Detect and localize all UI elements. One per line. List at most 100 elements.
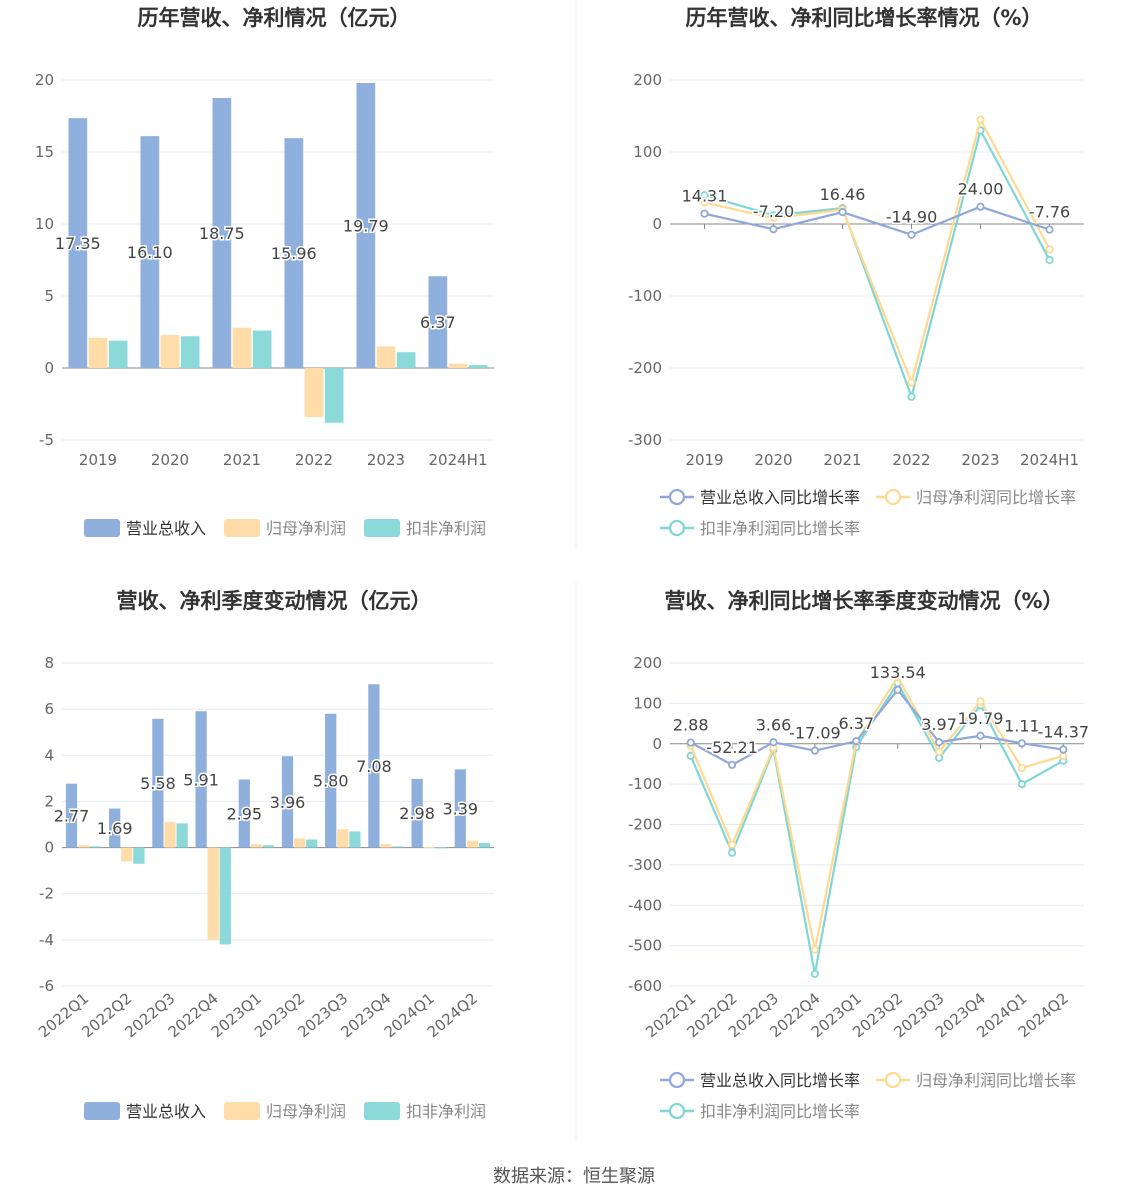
line-point [907, 230, 916, 239]
bar-deducted-profit [468, 365, 488, 368]
bar-net-profit [380, 844, 392, 848]
bar-deducted-profit [176, 823, 188, 848]
bar-data-label: 6.37 [420, 313, 456, 332]
bar-deducted-profit [262, 845, 275, 848]
legend-marker [668, 1071, 686, 1089]
legend-swatch [224, 1102, 260, 1120]
y-tick-label: -6 [39, 977, 54, 995]
line-point [769, 225, 778, 234]
y-tick-label: -300 [628, 431, 662, 449]
x-tick-label: 2024H1 [429, 451, 488, 469]
bar-data-label: 18.75 [199, 224, 245, 243]
line-point [700, 209, 709, 218]
y-tick-label: -200 [628, 359, 662, 377]
bar-net-profit [423, 847, 435, 849]
line-point [976, 697, 985, 706]
bar-revenue [212, 98, 232, 368]
x-tick-label: 2022 [295, 451, 333, 469]
legend: 营业总收入 归母净利润 扣非净利润 [84, 519, 486, 538]
y-tick-label: -100 [628, 775, 662, 793]
bar-net-profit [121, 847, 133, 862]
bar-data-label: 5.91 [183, 770, 219, 789]
bar-net-profit [88, 337, 108, 368]
line-data-label: 2.88 [673, 716, 709, 735]
bar-revenue [284, 138, 304, 368]
line-point [934, 738, 944, 747]
bar-net-profit [337, 829, 349, 848]
y-tick-label: -5 [39, 431, 54, 449]
legend-label: 归母净利润同比增长率 [916, 488, 1076, 507]
bar-deducted-profit [219, 847, 231, 945]
line-point [1045, 245, 1054, 254]
line-point [810, 969, 820, 978]
legend-label: 营业总收入 [126, 1102, 206, 1121]
bar-revenue [109, 808, 121, 848]
line-point [810, 945, 820, 954]
bar-revenue [356, 83, 376, 369]
bar-deducted-profit [324, 368, 344, 423]
y-tick-label: -300 [628, 856, 662, 874]
y-tick-label: -4 [39, 931, 54, 949]
line-series-net-growth [704, 116, 1051, 386]
x-tick-label: 2019 [79, 451, 117, 469]
legend-label: 营业总收入同比增长率 [700, 488, 860, 507]
line-point [852, 737, 861, 746]
line-data-label: 6.37 [838, 714, 874, 733]
x-tick-label: 2024H1 [1020, 451, 1079, 469]
line-data-label: 24.00 [958, 180, 1004, 199]
line-series-revenue-growth [704, 205, 1050, 236]
y-tick-label: -500 [628, 937, 662, 955]
line-data-label: 133.54 [870, 663, 926, 682]
bar-revenue [411, 778, 423, 848]
legend-label: 扣非净利润同比增长率 [700, 519, 860, 538]
bar-net-profit [304, 368, 324, 417]
y-tick-label: 0 [652, 215, 662, 233]
legend-label: 营业总收入同比增长率 [700, 1071, 860, 1090]
line-point [810, 746, 820, 755]
legend-marker [668, 488, 686, 506]
bar-deducted-profit [90, 846, 102, 848]
bar-revenue [152, 718, 164, 848]
bar-deducted-profit [133, 847, 145, 864]
line-data-label: 1.11 [1004, 716, 1040, 735]
legend-label: 扣非净利润 [406, 519, 486, 538]
bar-revenue [454, 769, 466, 848]
bar-data-label: 15.96 [271, 244, 317, 263]
legend: 营业总收入 归母净利润 扣非净利润 [84, 1102, 486, 1121]
chart-quarterly-values: 营收、净利季度变动情况（亿元）86420-2-4-62022Q12022Q220… [35, 589, 494, 1121]
bar-net-profit [207, 847, 219, 940]
bar-net-profit [160, 334, 180, 368]
bar-deducted-profit [396, 352, 416, 368]
line-point [727, 840, 737, 849]
x-tick-label: 2019 [685, 451, 723, 469]
line-point [1045, 255, 1054, 265]
bar-deducted-profit [478, 842, 491, 848]
bar-data-label: 17.35 [55, 234, 101, 253]
chart-title: 营收、净利同比增长率季度变动情况（%） [664, 589, 1063, 613]
bar-data-label: 3.96 [270, 793, 306, 812]
line-point [700, 198, 709, 207]
bar-data-label: 3.39 [442, 799, 478, 818]
line-data-label: -7.20 [753, 202, 794, 221]
x-tick-label: 2023 [961, 451, 999, 469]
bar-data-label: 16.10 [127, 243, 173, 262]
y-tick-label: 100 [633, 143, 662, 161]
line-point [893, 673, 902, 682]
line-data-label: 3.97 [921, 715, 957, 734]
y-tick-label: 8 [44, 654, 54, 672]
y-tick-label: 100 [633, 694, 662, 712]
legend-swatch [84, 1102, 120, 1120]
line-point [1059, 745, 1068, 754]
bar-data-label: 2.98 [399, 804, 435, 823]
line-data-label: -17.09 [789, 724, 841, 743]
y-tick-label: -400 [628, 896, 662, 914]
legend-swatch [364, 519, 400, 537]
line-point [976, 202, 985, 211]
legend-marker [884, 1071, 902, 1089]
bar-net-profit [77, 845, 90, 848]
bar-data-label: 5.58 [140, 774, 176, 793]
bar-data-label: 2.95 [226, 805, 262, 824]
line-point [976, 731, 985, 740]
bar-data-label: 2.77 [54, 807, 90, 826]
